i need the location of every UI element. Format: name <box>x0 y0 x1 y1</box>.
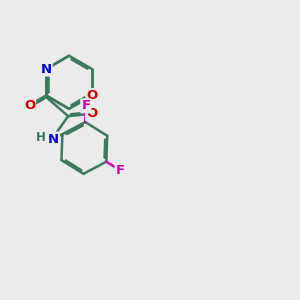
Text: O: O <box>24 99 35 112</box>
Text: O: O <box>86 107 97 120</box>
Text: O: O <box>86 89 98 102</box>
Text: N: N <box>40 62 52 76</box>
Text: F: F <box>116 164 124 177</box>
Text: H: H <box>36 131 46 144</box>
Text: F: F <box>81 99 90 112</box>
Text: N: N <box>48 133 59 146</box>
